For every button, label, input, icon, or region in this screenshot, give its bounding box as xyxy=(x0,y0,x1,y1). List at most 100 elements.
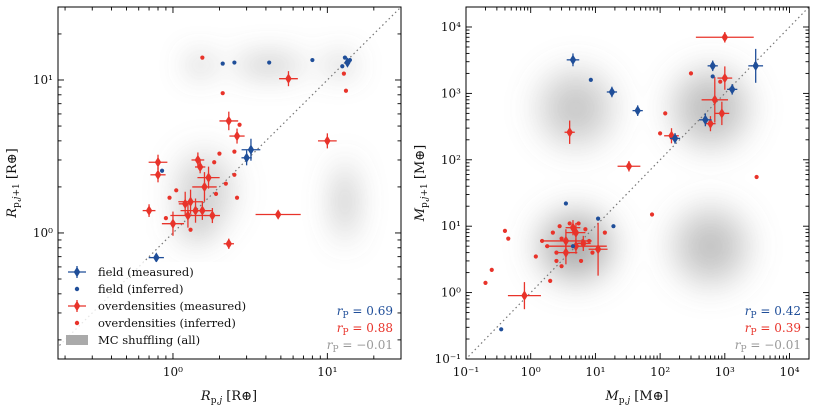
overdensity-measured-point-marker xyxy=(154,169,162,180)
overdensity-measured-point-marker xyxy=(169,218,177,229)
overdensity-measured-point-marker xyxy=(721,72,729,84)
field-inferred-point xyxy=(499,327,504,332)
overdensity-inferred-point xyxy=(237,122,242,127)
overdensity-measured-point-marker xyxy=(187,196,194,207)
field-measured-point-marker xyxy=(709,60,716,72)
overdensity-measured-point-marker xyxy=(521,290,528,301)
overdensity-measured-point-marker xyxy=(194,154,202,166)
overdensity-measured-point-marker xyxy=(199,205,206,216)
overdensity-measured-point xyxy=(565,220,581,236)
field-inferred-point xyxy=(232,60,237,65)
one-to-one-line xyxy=(466,7,809,359)
overdensity-inferred-point xyxy=(649,212,655,217)
overdensity-inferred-point xyxy=(548,278,553,284)
overdensity-measured-point-marker xyxy=(184,210,192,221)
field-measured-point-marker xyxy=(702,114,709,126)
field-measured-point-marker xyxy=(153,252,160,263)
mass-y-label: Mp,j+1 [M⊕] xyxy=(413,145,430,223)
x-tick-label: 10² xyxy=(650,365,670,379)
legend-label: field (inferred) xyxy=(98,282,183,296)
overdensity-measured-point xyxy=(223,238,234,249)
legend-marker xyxy=(73,266,81,278)
overdensity-measured-point xyxy=(194,160,206,174)
overdensity-measured-point xyxy=(142,204,156,217)
overdensity-measured-point xyxy=(150,167,166,183)
field-measured-point xyxy=(566,53,580,67)
overdensity-measured-point xyxy=(717,66,733,90)
mc-density-blob xyxy=(695,230,726,262)
correlation-label: rP = −0.01 xyxy=(735,338,801,355)
overdensity-measured-point xyxy=(170,203,206,228)
overdensity-inferred-point xyxy=(220,91,225,96)
one-to-one-line xyxy=(58,7,401,348)
x-tick-label: 10³ xyxy=(715,365,735,379)
mass-axes-frame xyxy=(465,6,810,360)
overdensity-measured-point-marker xyxy=(233,130,241,142)
overdensity-inferred-point xyxy=(232,149,237,154)
overdensity-measured-point-marker xyxy=(285,73,292,84)
legend-label: MC shuffling (all) xyxy=(98,333,200,347)
overdensity-measured-point xyxy=(714,101,730,126)
legend-marker xyxy=(73,300,81,312)
overdensity-measured-point-marker xyxy=(181,198,189,210)
overdensity-measured-point-marker xyxy=(562,247,570,258)
x-tick-label: 10⁰ xyxy=(163,365,183,379)
correlation-label: rP = 0.39 xyxy=(745,321,801,338)
overdensity-inferred-point xyxy=(506,236,511,241)
overdensity-inferred-point xyxy=(489,267,494,272)
overdensity-measured-point-marker xyxy=(145,205,153,216)
overdensity-inferred-point xyxy=(658,131,663,136)
field-inferred-point xyxy=(340,64,345,69)
radius-axes-frame xyxy=(57,6,402,360)
mc-density-blob xyxy=(339,186,351,218)
overdensity-inferred-point xyxy=(663,111,668,116)
overdensity-inferred-point xyxy=(188,227,193,232)
overdensity-inferred-point xyxy=(550,230,555,235)
field-measured-point-marker xyxy=(608,86,616,98)
mass-panel: 10⁻¹ 10⁰ 10¹ 10² 10³ 10⁴ 10⁻¹ 10⁰ 10¹ 10² 10³ 10⁴ M… xyxy=(413,6,810,406)
overdensity-measured-point-marker xyxy=(580,238,587,249)
overdensity-measured-point xyxy=(178,189,203,214)
overdensity-inferred-point xyxy=(213,191,219,197)
legend-marker xyxy=(74,320,80,326)
overdensity-measured-point xyxy=(192,172,217,202)
mc-density-blob xyxy=(254,61,284,70)
correlation-label: rP = −0.01 xyxy=(327,338,393,355)
overdensity-measured-point xyxy=(554,240,578,265)
legend-item: overdensities (inferred) xyxy=(74,316,236,330)
overdensity-inferred-point xyxy=(212,160,217,165)
overdensity-measured-point xyxy=(255,209,301,220)
field-inferred-point xyxy=(710,74,715,79)
overdensity-inferred-point xyxy=(718,79,723,84)
field-measured-point xyxy=(606,86,618,98)
field-measured-point-marker xyxy=(634,105,641,116)
overdensity-measured-point-marker xyxy=(205,172,212,183)
overdensity-measured-point xyxy=(148,154,168,170)
legend-label: field (measured) xyxy=(98,265,194,279)
field-measured-point xyxy=(699,113,712,127)
overdensity-measured-point xyxy=(507,282,541,310)
x-tick-label: 10⁴ xyxy=(779,365,799,379)
field-measured-point xyxy=(669,133,681,144)
overdensity-measured-point-marker xyxy=(209,210,216,221)
field-measured-point xyxy=(748,48,764,83)
overdensity-inferred-point xyxy=(583,227,588,232)
overdensity-measured-point-marker xyxy=(324,135,331,147)
overdensity-measured-point-marker xyxy=(225,115,233,127)
overdensity-inferred-point xyxy=(502,228,508,233)
overdensity-inferred-point xyxy=(174,188,179,193)
overdensity-inferred-point xyxy=(602,230,607,235)
overdensity-inferred-point xyxy=(232,172,237,177)
overdensity-measured-point xyxy=(317,133,337,149)
field-inferred-point xyxy=(570,244,576,249)
field-inferred-point xyxy=(595,216,601,221)
legend-swatch xyxy=(66,335,88,345)
overdensity-measured-point xyxy=(178,191,192,216)
overdensity-inferred-point xyxy=(223,181,228,186)
overdensity-measured-point-marker xyxy=(154,157,162,168)
overdensity-measured-point-marker xyxy=(274,209,282,220)
overdensity-measured-point xyxy=(197,166,220,189)
field-measured-point xyxy=(632,105,643,116)
